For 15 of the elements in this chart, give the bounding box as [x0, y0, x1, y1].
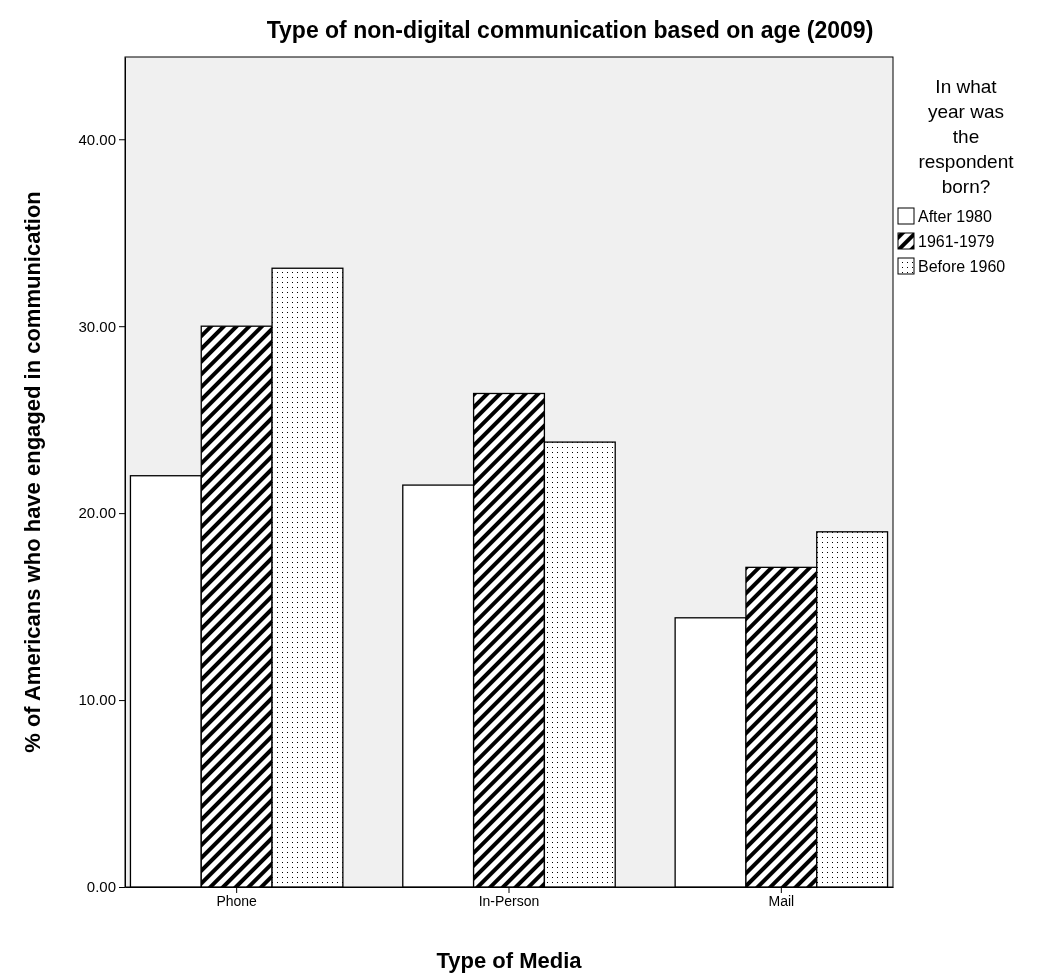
y-tick-label: 20.00 — [78, 504, 116, 522]
legend-label: Before 1960 — [918, 258, 1006, 275]
chart-title: Type of non-digital communication based on age (2009) — [266, 17, 874, 43]
x-tick-label: Mail — [768, 892, 795, 909]
y-tick-label: 0.00 — [86, 878, 116, 896]
legend-title: In what year was the respondent born? — [918, 76, 1015, 197]
x-tick-label: Phone — [216, 892, 258, 909]
y-tick-label: 30.00 — [78, 317, 116, 335]
x-tick-label: In-Person — [478, 892, 540, 909]
y-axis-title: % of Americans who have engaged in communication — [20, 191, 45, 753]
x-axis-title: Type of Media — [436, 948, 583, 973]
y-tick-label: 40.00 — [78, 130, 116, 148]
legend-label: 1961-1979 — [918, 233, 995, 250]
legend-label: After 1980 — [918, 208, 992, 225]
y-tick-label: 10.00 — [78, 691, 116, 709]
